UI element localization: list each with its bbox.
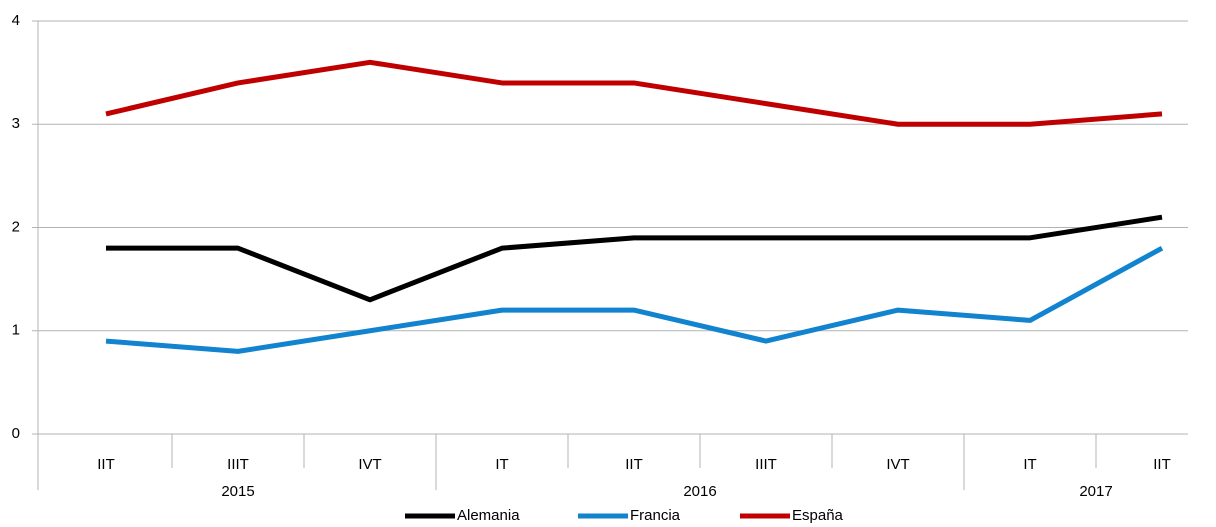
x-tick-label: IT	[495, 456, 508, 473]
x-tick-label: IVT	[358, 456, 381, 473]
y-tick-label: 4	[12, 12, 20, 29]
x-group-label: 2015	[221, 483, 254, 500]
x-tick-label: IIT	[625, 456, 643, 473]
y-tick-label: 3	[12, 115, 20, 132]
series-line	[105, 59, 1163, 127]
x-tick-label: IIT	[97, 456, 115, 473]
series-line	[106, 214, 1163, 303]
x-tick-label: IVT	[886, 456, 909, 473]
x-tick-label: IIIT	[227, 456, 249, 473]
x-tick-label: IT	[1023, 456, 1036, 473]
legend-label: Francia	[630, 507, 681, 524]
legend-label: Alemania	[457, 507, 520, 524]
y-tick-label: 2	[12, 218, 20, 235]
x-tick-label: IIIT	[755, 456, 777, 473]
x-tick-label: IIT	[1153, 456, 1171, 473]
series-line	[105, 245, 1164, 354]
x-group-label: 2016	[683, 483, 716, 500]
legend-label: España	[792, 507, 844, 524]
x-group-label: 2017	[1079, 483, 1112, 500]
y-tick-label: 1	[12, 322, 20, 339]
y-tick-label: 0	[12, 425, 20, 442]
